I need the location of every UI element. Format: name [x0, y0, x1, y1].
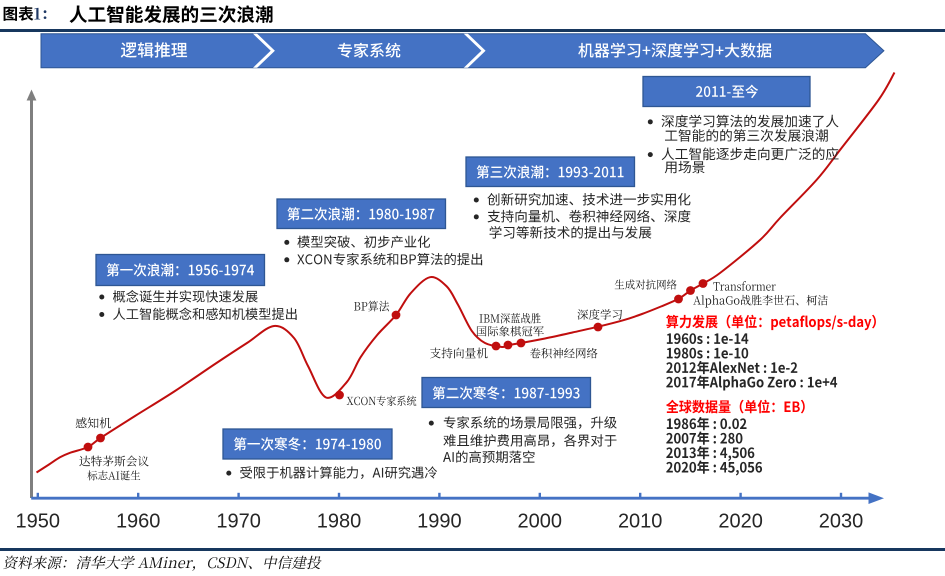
svg-text:1980: 1980 [317, 511, 362, 533]
svg-text:2030: 2030 [819, 511, 864, 533]
svg-text:2020: 2020 [718, 511, 763, 533]
svg-text:1990: 1990 [417, 511, 462, 533]
svg-text:2010: 2010 [618, 511, 663, 533]
svg-text:1950: 1950 [16, 511, 61, 533]
svg-text:2000: 2000 [518, 511, 563, 533]
svg-text:1960: 1960 [116, 511, 161, 533]
svg-text:1970: 1970 [216, 511, 261, 533]
